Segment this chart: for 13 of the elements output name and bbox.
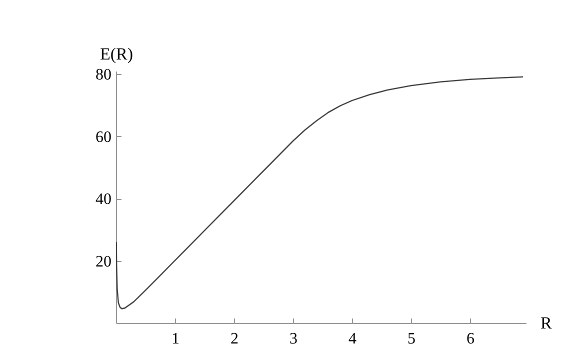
x-tick-label: 3 [289, 330, 298, 348]
x-axis-title: R [540, 314, 552, 332]
line-series [116, 76, 524, 310]
y-axis-title: E(R) [100, 44, 134, 64]
y-tick-label: 40 [96, 191, 112, 208]
x-tick-label: 1 [171, 330, 180, 348]
y-tick-label: 80 [96, 66, 112, 84]
y-tick-label: 60 [96, 128, 112, 146]
x-tick-label: 2 [230, 330, 238, 348]
x-tick-label: 6 [466, 330, 474, 348]
y-tick-label: 20 [96, 253, 112, 270]
x-tick-label: 5 [407, 330, 416, 348]
x-tick-label: 4 [348, 330, 356, 348]
